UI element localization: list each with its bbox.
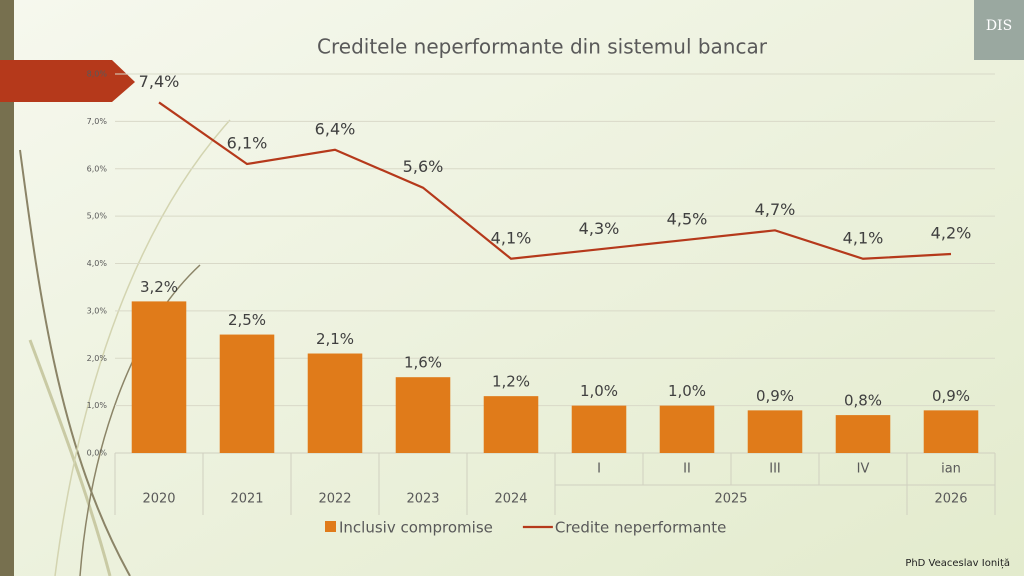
data-label: 2,5% — [228, 311, 266, 329]
line — [158, 101, 952, 260]
arrow-decor — [0, 60, 135, 102]
chart-title: Creditele neperformante din sistemul ban… — [317, 35, 768, 59]
x-group-label: 2026 — [934, 492, 967, 507]
x-tick-label: IV — [857, 462, 870, 477]
legend-swatch — [325, 521, 336, 532]
y-tick-label: 3,0% — [87, 306, 108, 315]
legend-label: Inclusiv compromise — [339, 519, 493, 537]
y-tick-label: 8,0% — [87, 70, 108, 79]
data-label: 5,6% — [403, 157, 444, 176]
data-label: 0,9% — [756, 387, 794, 405]
y-tick-label: 2,0% — [87, 354, 108, 363]
x-group-label: 2025 — [714, 492, 747, 507]
x-tick-label: II — [683, 462, 691, 477]
footer: PhD Veaceslav Ioniță — [905, 558, 1010, 569]
y-tick-label: 6,0% — [87, 164, 108, 173]
x-tick-label: 2024 — [494, 492, 527, 507]
x-tick-label: 2020 — [142, 492, 175, 507]
data-label: 1,0% — [580, 382, 618, 400]
data-label: 4,3% — [579, 219, 620, 238]
bar — [131, 301, 187, 453]
bar — [923, 410, 979, 453]
y-tick-label: 4,0% — [87, 259, 108, 268]
decor-curve — [79, 264, 201, 576]
data-label: 6,1% — [227, 134, 268, 153]
bar — [219, 334, 275, 453]
data-label: 1,6% — [404, 354, 442, 372]
logo — [974, 0, 1024, 60]
side-strip — [0, 0, 14, 576]
bar — [483, 396, 539, 453]
logo-mark: DIS — [986, 18, 1012, 34]
y-tick-label: 7,0% — [87, 117, 108, 126]
data-label: 4,1% — [491, 228, 532, 247]
decor-curve — [54, 119, 231, 576]
bar — [395, 377, 451, 453]
data-label: 7,4% — [139, 72, 180, 91]
data-label: 1,2% — [492, 373, 530, 391]
bar — [835, 415, 891, 453]
x-tick-label: 2023 — [406, 492, 439, 507]
y-tick-label: 0,0% — [87, 449, 108, 458]
bar — [571, 405, 627, 453]
bar — [307, 353, 363, 453]
x-tick-label: 2021 — [230, 492, 263, 507]
data-label: 0,8% — [844, 392, 882, 410]
decor-curve — [28, 339, 112, 576]
bar — [659, 405, 715, 453]
data-label: 0,9% — [932, 387, 970, 405]
x-tick-label: I — [597, 462, 601, 477]
x-tick-label: 2022 — [318, 492, 351, 507]
data-label: 4,7% — [755, 200, 796, 219]
data-label: 2,1% — [316, 330, 354, 348]
data-label: 6,4% — [315, 119, 356, 138]
x-tick-label: ian — [941, 462, 961, 477]
data-label: 4,2% — [931, 224, 972, 243]
data-label: 4,1% — [843, 228, 884, 247]
data-label: 1,0% — [668, 382, 706, 400]
y-tick-label: 5,0% — [87, 212, 108, 221]
legend-label: Credite neperformante — [555, 519, 727, 537]
x-tick-label: III — [769, 462, 781, 477]
decor-curve — [19, 149, 131, 576]
data-label: 3,2% — [140, 278, 178, 296]
data-label: 4,5% — [667, 209, 708, 228]
bar — [747, 410, 803, 453]
y-tick-label: 1,0% — [87, 401, 108, 410]
